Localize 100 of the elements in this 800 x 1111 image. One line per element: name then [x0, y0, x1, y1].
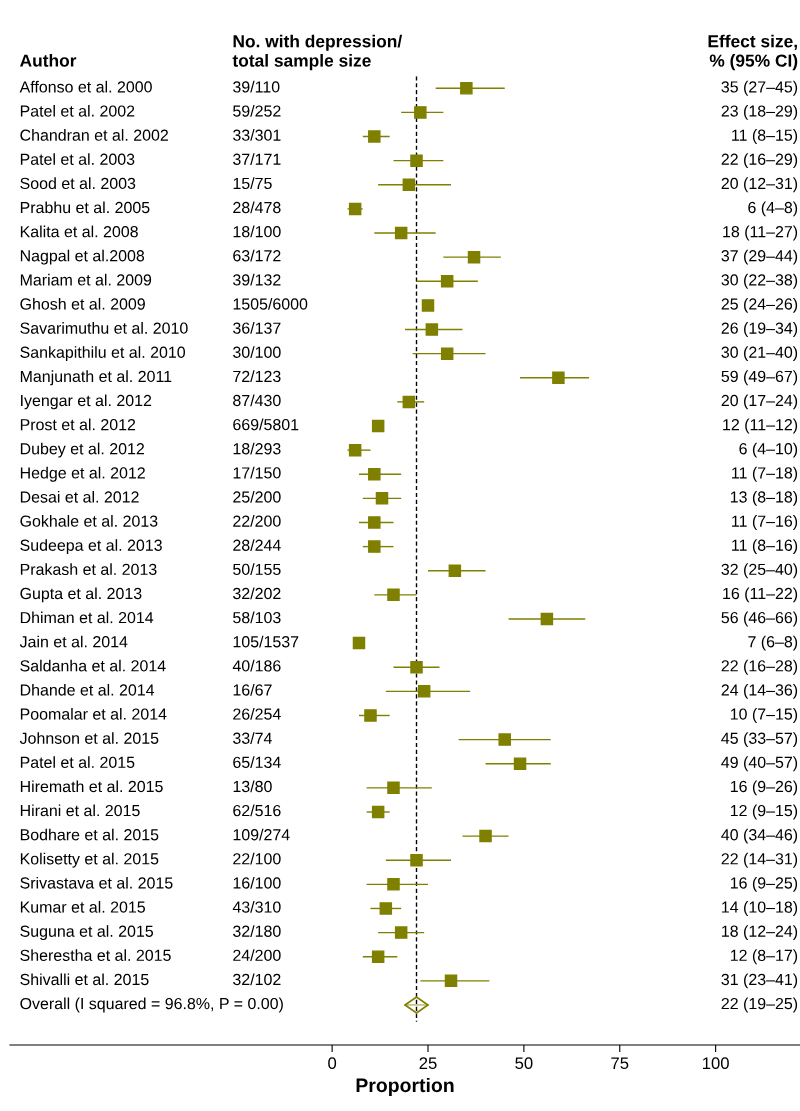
y-tick-label: Chandran et al. 2002 [20, 129, 168, 141]
annotation: 59 (49–67) [721, 370, 798, 386]
annotation: 32/102 [233, 973, 281, 986]
y-tick-label: Dhande et al. 2014 [20, 683, 155, 696]
annotation: 12 (8–17) [730, 949, 798, 965]
annotation: 20 (17–24) [721, 394, 798, 410]
y-tick-label: Saldanha et al. 2014 [20, 659, 166, 672]
annotation: 18/293 [233, 442, 281, 455]
annotation: 72/123 [233, 370, 281, 383]
y-tick-label: Sood et al. 2003 [20, 177, 136, 190]
annotation: 22 (14–31) [721, 852, 798, 868]
y-tick-label: Hirani et al. 2015 [20, 804, 140, 817]
annotation: 22 (19–25) [721, 997, 798, 1013]
annotation: 11 (7–18) [732, 466, 798, 482]
annotation: 15/75 [233, 177, 272, 190]
y-tick-label: Sudeepa et al. 2013 [20, 539, 162, 555]
annotation: 31 (23–41) [721, 973, 798, 989]
x-tick-label: 25 [419, 1057, 437, 1070]
annotation: 30/100 [233, 346, 281, 358]
x-axis-title: Proportion [356, 1077, 454, 1097]
annotation: 16/100 [233, 876, 281, 889]
annotation: 24/200 [233, 949, 281, 961]
y-tick-label: Dhiman et al. 2014 [20, 611, 154, 624]
annotation: 33/74 [233, 732, 272, 744]
annotation: 49 (40–57) [721, 756, 798, 772]
annotation: 26/254 [233, 708, 281, 720]
annotation: 1505/6000 [233, 297, 308, 310]
y-tick-label: Hedge et al. 2012 [20, 466, 145, 482]
annotation: 63/172 [233, 249, 281, 262]
annotation: 7 (6–8) [748, 635, 798, 651]
y-tick-label: Mariam et al. 2009 [20, 273, 152, 286]
annotation: 22/100 [233, 852, 281, 865]
text: Author [20, 54, 77, 67]
annotation: 40 (34–46) [721, 828, 798, 844]
y-tick-label: Patel et al. 2002 [20, 104, 135, 117]
y-tick-label: Srivastava et al. 2015 [20, 876, 173, 889]
x-tick-label: 75 [611, 1057, 629, 1070]
y-tick-label: Iyengar et al. 2012 [21, 394, 152, 410]
annotation: 33/301 [233, 129, 281, 141]
x-tick-label: 0 [328, 1057, 337, 1070]
annotation: 20 (12–31) [721, 177, 798, 193]
annotation: 16 (11–22) [723, 587, 798, 603]
y-tick-label: Prakash et al. 2013 [20, 563, 157, 576]
y-tick-label: Patel et al. 2015 [20, 756, 135, 769]
annotation: 45 (33–57) [721, 732, 798, 748]
annotation: 12 (9–15) [730, 804, 798, 820]
annotation: 43/310 [232, 901, 281, 913]
annotation: 12 (11–12) [723, 418, 798, 434]
annotation: 6 (4–10) [739, 442, 798, 458]
annotation: 65/134 [233, 756, 281, 769]
annotation: 50/155 [233, 563, 281, 576]
annotation: 23 (18–29) [721, 104, 798, 120]
y-tick-label: Manjunath et al. 2011 [20, 370, 172, 386]
y-tick-label: Prabhu et al. 2005 [20, 201, 150, 214]
annotation: 58/103 [233, 611, 281, 624]
annotation: 28/478 [233, 201, 281, 214]
annotation: 24 (14–36) [721, 683, 798, 699]
annotation: 18/100 [233, 225, 281, 238]
annotation: 669/5801 [233, 418, 299, 431]
annotation: 56 (46–66) [721, 611, 798, 627]
annotation: 59/252 [233, 104, 281, 117]
annotation: 39/110 [233, 80, 280, 93]
annotation: 13 (8–18) [730, 490, 798, 506]
y-tick-label: Gokhale et al. 2013 [20, 515, 158, 527]
y-tick-label: Suguna et al. 2015 [20, 925, 154, 941]
y-tick-label: Desai et al. 2012 [20, 490, 139, 503]
y-tick-label: Savarimuthu et al. 2010 [20, 322, 188, 334]
annotation: 18 (12–24) [722, 925, 798, 941]
annotation: 37 (29–44) [721, 249, 798, 265]
y-tick-label: Affonso et al. 2000 [19, 80, 152, 93]
y-tick-label: Patel et al. 2003 [20, 153, 135, 165]
annotation: 22/200 [233, 515, 281, 527]
y-tick-label: Ghosh et al. 2009 [20, 297, 145, 310]
annotation: 36/137 [233, 322, 281, 334]
annotation: 87/430 [233, 394, 281, 407]
annotation: 22 (16–29) [721, 153, 798, 169]
x-tick-label: 100 [703, 1057, 729, 1070]
y-tick-label: Johnson et al. 2015 [19, 732, 159, 744]
y-tick-label: Kolisetty et al. 2015 [20, 852, 159, 868]
annotation: 40/186 [232, 659, 281, 672]
y-tick-label: Sankapithilu et al. 2010 [20, 346, 186, 362]
y-tick-label: Bodhare et al. 2015 [20, 828, 159, 841]
text: Effect size, % (95% CI) [708, 34, 798, 71]
y-tick-label: Shivalli et al. 2015 [20, 973, 149, 986]
y-tick-label: Jain et al. 2014 [19, 635, 128, 648]
y-tick-label: Dubey et al. 2012 [20, 442, 144, 458]
annotation: 14 (10–18) [722, 901, 798, 916]
annotation: 16 (9–25) [730, 876, 798, 892]
y-tick-label: Hiremath et al. 2015 [20, 780, 163, 793]
y-tick-label: Gupta et al. 2013 [20, 587, 142, 603]
y-tick-label: Kalita et al. 2008 [20, 225, 138, 238]
annotation: 6 (4–8) [748, 201, 798, 217]
annotation: 26 (19–34) [721, 322, 798, 337]
annotation: 32 (25–40) [721, 563, 798, 579]
annotation: 18 (11–27) [723, 225, 798, 241]
annotation: 30 (22–38) [721, 273, 798, 289]
annotation: 16/67 [233, 683, 272, 696]
annotation: 35 (27–45) [721, 80, 798, 96]
annotation: 39/132 [233, 273, 281, 286]
annotation: 22 (16–28) [721, 659, 798, 675]
